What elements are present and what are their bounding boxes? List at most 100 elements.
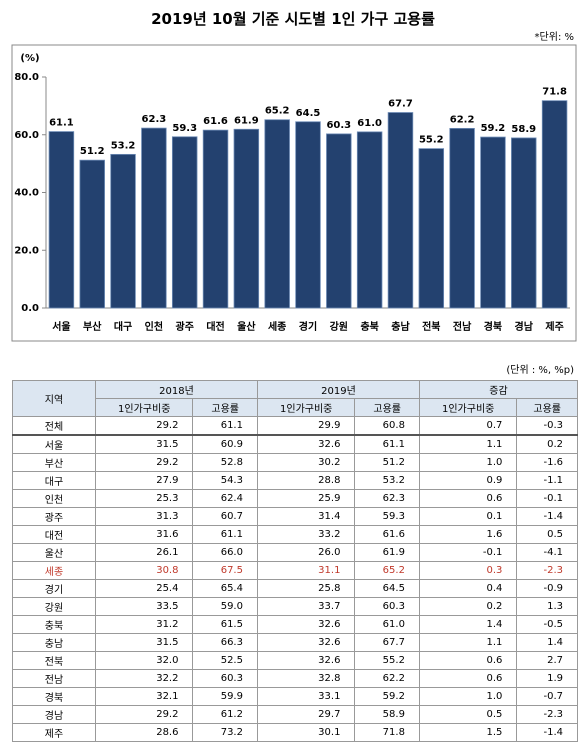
value-cell: 67.7 xyxy=(354,633,420,652)
x-tick-label: 인천 xyxy=(145,320,163,333)
value-cell: 61.6 xyxy=(354,525,420,544)
value-cell: 64.5 xyxy=(354,579,420,598)
region-cell: 대구 xyxy=(12,471,96,490)
table-row: 전북 32.0 52.5 32.6 55.2 0.6 2.7 xyxy=(12,651,578,670)
x-tick-label: 충북 xyxy=(360,320,378,333)
header-cell: 증감 xyxy=(418,380,579,399)
value-cell: -2.3 xyxy=(516,705,578,724)
value-cell: 28.8 xyxy=(256,471,356,490)
bar xyxy=(511,137,537,309)
x-tick-label: 강원 xyxy=(330,320,348,333)
subheader-cell: 고용률 xyxy=(192,398,258,417)
value-cell: 32.6 xyxy=(256,434,356,454)
value-cell: 60.3 xyxy=(192,669,258,688)
value-cell: 52.8 xyxy=(192,453,258,472)
value-cell: -1.6 xyxy=(516,453,578,472)
value-cell: 1.1 xyxy=(418,434,518,454)
table-row: 인천 25.3 62.4 25.9 62.3 0.6 -0.1 xyxy=(12,489,578,508)
value-cell: 29.7 xyxy=(256,705,356,724)
value-cell: 26.1 xyxy=(94,543,194,562)
x-tick-label: 경기 xyxy=(299,320,317,333)
region-cell: 울산 xyxy=(12,543,96,562)
header-cell: 지역 xyxy=(12,380,96,417)
value-cell: 32.0 xyxy=(94,651,194,670)
table-row: 부산 29.2 52.8 30.2 51.2 1.0 -1.6 xyxy=(12,453,578,472)
bar xyxy=(171,136,198,309)
value-cell: 67.5 xyxy=(192,561,258,580)
value-label: 60.3 xyxy=(326,120,351,131)
value-cell: -1.4 xyxy=(516,507,578,526)
data-table: 지역 2018년 2019년 증감 1인가구비중 고용률 1인가구비중 고용률 1인가구… xyxy=(12,380,579,742)
value-cell: 61.1 xyxy=(354,434,420,454)
value-cell: 66.3 xyxy=(192,633,258,652)
value-label: 61.9 xyxy=(234,115,259,126)
x-tick-label: 제주 xyxy=(545,320,563,333)
y-tick-label: 80.0 xyxy=(14,72,39,83)
table-row: 대구 27.9 54.3 28.8 53.2 0.9 -1.1 xyxy=(12,471,578,490)
value-cell: -0.5 xyxy=(516,615,578,634)
value-cell: -1.1 xyxy=(516,471,578,490)
table-row: 강원 33.5 59.0 33.7 60.3 0.2 1.3 xyxy=(12,597,578,616)
x-tick-label: 부산 xyxy=(83,320,102,333)
value-cell: 2.7 xyxy=(516,651,578,670)
x-tick-label: 서울 xyxy=(52,320,70,333)
x-tick-label: 울산 xyxy=(237,320,256,333)
bar xyxy=(264,119,290,309)
value-cell: 0.1 xyxy=(418,507,518,526)
value-cell: 1.0 xyxy=(418,687,518,706)
region-cell: 세종 xyxy=(12,561,96,580)
x-tick-label: 전남 xyxy=(453,320,472,333)
value-cell: 0.2 xyxy=(418,597,518,616)
value-cell: 60.7 xyxy=(192,507,258,526)
x-tick-label: 대전 xyxy=(206,320,224,333)
chart-title: 2019년 10월 기준 시도별 1인 가구 고용률 xyxy=(151,10,435,28)
table-row: 경북 32.1 59.9 33.1 59.2 1.0 -0.7 xyxy=(12,687,578,706)
region-cell: 강원 xyxy=(12,597,96,616)
region-cell: 전북 xyxy=(12,651,96,670)
value-cell: 59.0 xyxy=(192,597,258,616)
value-label: 67.7 xyxy=(388,99,413,110)
value-cell: -4.1 xyxy=(516,543,578,562)
value-cell: 1.6 xyxy=(418,525,518,544)
value-cell: 32.1 xyxy=(94,687,194,706)
value-cell: 0.6 xyxy=(418,651,518,670)
value-cell: 32.8 xyxy=(256,669,356,688)
x-tick-label: 경남 xyxy=(515,320,534,333)
value-cell: 29.9 xyxy=(256,416,356,436)
value-cell: 32.6 xyxy=(256,633,356,652)
value-cell: 28.6 xyxy=(94,723,194,742)
bar xyxy=(480,136,506,309)
value-cell: 32.2 xyxy=(94,669,194,688)
value-cell: 52.5 xyxy=(192,651,258,670)
subheader-row: 1인가구비중 고용률 1인가구비중 고용률 1인가구비중 고용률 xyxy=(13,398,578,417)
value-cell: 25.9 xyxy=(256,489,356,508)
region-cell: 충북 xyxy=(12,615,96,634)
value-cell: 1.3 xyxy=(516,597,578,616)
table-row: 제주 28.6 73.2 30.1 71.8 1.5 -1.4 xyxy=(12,723,578,742)
x-tick-label: 전북 xyxy=(422,320,440,333)
table-row: 경남 29.2 61.2 29.7 58.9 0.5 -2.3 xyxy=(12,705,578,724)
table-row: 서울 31.5 60.9 32.6 61.1 1.1 0.2 xyxy=(12,434,578,454)
value-cell: 25.8 xyxy=(256,579,356,598)
value-cell: 31.3 xyxy=(94,507,194,526)
table-row: 세종 30.8 67.5 31.1 65.2 0.3 -2.3 xyxy=(12,561,578,580)
value-cell: 60.8 xyxy=(354,416,420,436)
y-tick-label: 40.0 xyxy=(14,188,39,199)
value-cell: 29.2 xyxy=(94,705,194,724)
bar xyxy=(110,153,136,309)
value-cell: 27.9 xyxy=(94,471,194,490)
value-label: 71.8 xyxy=(542,87,567,98)
bar xyxy=(541,100,568,309)
subheader-cell: 1인가구비중 xyxy=(418,398,518,417)
subheader-cell: 고용률 xyxy=(354,398,420,417)
value-cell: 59.2 xyxy=(354,687,420,706)
value-cell: 61.9 xyxy=(354,543,420,562)
table-row: 경기 25.4 65.4 25.8 64.5 0.4 -0.9 xyxy=(12,579,578,598)
region-cell: 인천 xyxy=(12,489,96,508)
value-cell: 65.4 xyxy=(192,579,258,598)
value-cell: -0.1 xyxy=(418,543,518,562)
bar xyxy=(387,112,414,309)
value-cell: 25.4 xyxy=(94,579,194,598)
value-cell: 54.3 xyxy=(192,471,258,490)
